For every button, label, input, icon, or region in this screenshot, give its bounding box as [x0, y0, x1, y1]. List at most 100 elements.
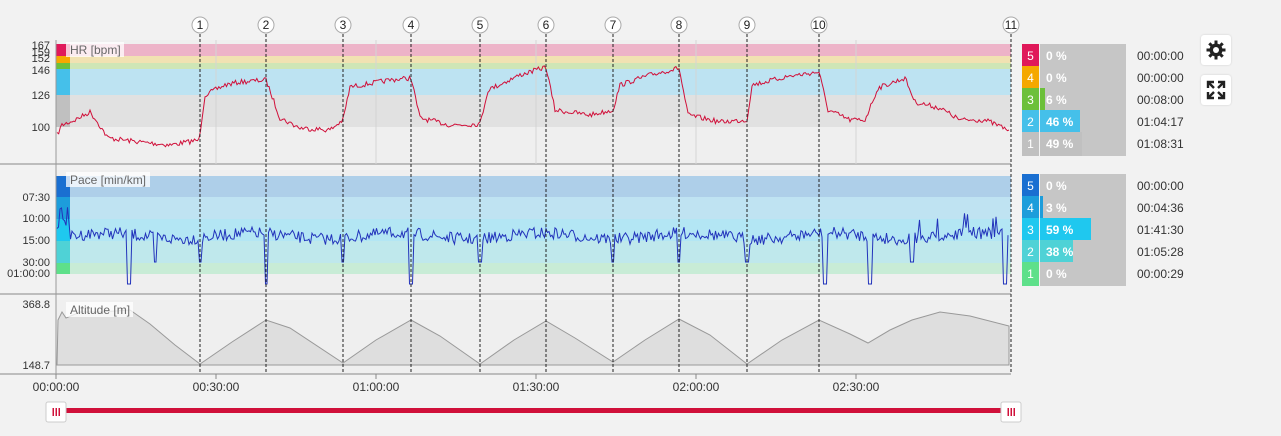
hr-zone-row: 5 0 %	[1022, 44, 1126, 68]
lap-marker	[738, 16, 756, 34]
lap-label: 11	[1005, 18, 1018, 32]
time-axis-label: 02:00:00	[673, 380, 720, 394]
pace-zone-band	[56, 219, 1011, 241]
lap-label: 4	[408, 18, 415, 32]
pace-zone-row: 5 0 %	[1022, 174, 1126, 198]
hr-axis-tick: 159	[32, 47, 50, 59]
hr-zone-band	[56, 44, 1011, 56]
hr-zone-band	[56, 56, 1011, 63]
lap-marker	[1002, 16, 1020, 34]
hr-zone-row: 4 0 %	[1022, 66, 1126, 90]
hr-zone-bar-bg	[1040, 44, 1126, 68]
pace-zone-time: 01:41:30	[1137, 223, 1184, 237]
time-axis-label: 01:00:00	[353, 380, 400, 394]
time-axis: 00:00:00 00:30:00 01:00:00 01:30:00 02:00:00…	[33, 374, 880, 394]
hr-zone-band	[56, 69, 1011, 95]
pace-zone-number: 1	[1022, 262, 1039, 286]
hr-zone-bar-bg	[1040, 88, 1126, 112]
pace-zone-band	[56, 241, 1011, 263]
lap-marker	[402, 16, 420, 34]
time-axis-label: 00:30:00	[193, 380, 240, 394]
hr-axis-tick: 167	[32, 40, 50, 52]
pace-axis-tick: 30:00	[22, 257, 50, 269]
hr-title-bg	[66, 42, 124, 57]
pace-zone-band	[56, 197, 1011, 219]
pace-title-bg	[66, 172, 150, 187]
range-handle-end[interactable]	[1000, 401, 1022, 423]
gear-icon	[1206, 40, 1226, 60]
pace-zone-row: 3 59 %	[1022, 218, 1126, 242]
pace-zone-time: 00:00:00	[1137, 179, 1184, 193]
pace-zone-row: 1 0 %	[1022, 262, 1126, 286]
hr-zone-bar-fill	[1040, 110, 1080, 134]
time-axis-label: 02:30:00	[833, 380, 880, 394]
pace-series-line	[56, 207, 1009, 285]
range-track	[56, 408, 1011, 413]
lap-marker	[334, 16, 352, 34]
hr-panel-title: HR [bpm]	[70, 43, 121, 57]
lap-marker	[191, 16, 209, 34]
range-handle-start[interactable]	[45, 401, 67, 423]
pace-zone-bar-bg	[1040, 174, 1126, 198]
hr-zone-percent: 0 %	[1046, 49, 1067, 63]
lap-marker	[471, 16, 489, 34]
pace-zone-bar-fill	[1040, 240, 1073, 264]
grip-line	[58, 408, 60, 416]
expand-icon	[1206, 80, 1226, 100]
lap-marker	[257, 16, 275, 34]
time-axis-label: 00:00:00	[33, 380, 80, 394]
settings-button[interactable]	[1201, 35, 1231, 65]
pace-zone-number: 4	[1022, 196, 1039, 220]
lap-label: 9	[744, 18, 751, 32]
pace-zone-number: 5	[1022, 174, 1039, 198]
pace-zone-time: 01:05:28	[1137, 245, 1184, 259]
pace-zone-percent: 3 %	[1046, 201, 1067, 215]
hr-zone-number: 1	[1022, 132, 1039, 156]
pace-zone-strip	[56, 241, 70, 263]
pace-zone-row: 4 3 %	[1022, 196, 1126, 220]
hr-zone-band	[56, 95, 1011, 127]
lap-label: 7	[610, 18, 617, 32]
hr-zone-bar-fill	[1040, 132, 1082, 156]
hr-zone-time: 01:04:17	[1137, 115, 1184, 129]
time-range-slider[interactable]	[45, 401, 1022, 423]
fullscreen-button[interactable]	[1201, 75, 1231, 105]
pace-zone-strip	[56, 219, 70, 241]
hr-axis-tick: 100	[32, 122, 50, 134]
grip-line	[1010, 408, 1012, 416]
pace-zone-band	[56, 263, 1011, 274]
altitude-axis-tick: 148.7	[22, 360, 50, 372]
hr-zone-percent: 6 %	[1046, 93, 1067, 107]
pace-zone-bar-fill	[1040, 218, 1091, 242]
grip-line	[1007, 408, 1009, 416]
hr-zone-band	[56, 63, 1011, 69]
lap-markers: 1 2 3 4 5 6 7 8 9 10 11	[191, 16, 1020, 374]
hr-zone-strip	[56, 69, 70, 95]
lap-label: 3	[340, 18, 347, 32]
hr-zone-strip	[56, 63, 70, 69]
pace-panel-title: Pace [min/km]	[70, 173, 146, 187]
hr-zone-number: 5	[1022, 44, 1039, 68]
lap-label: 6	[543, 18, 550, 32]
hr-zone-time: 00:00:00	[1137, 49, 1184, 63]
hr-axis-tick: 152	[32, 53, 50, 65]
pace-zone-bar-bg	[1040, 196, 1126, 220]
lap-marker	[537, 16, 555, 34]
altitude-axis-tick: 368.8	[22, 299, 50, 311]
pace-zone-strip	[56, 263, 70, 274]
hr-zone-number: 4	[1022, 66, 1039, 90]
pace-axis-tick: 01:00:00	[7, 268, 50, 280]
altitude-panel-title: Altitude [m]	[70, 303, 130, 317]
lap-label: 2	[263, 18, 270, 32]
hr-zone-number: 3	[1022, 88, 1039, 112]
pace-zone-time: 00:00:29	[1137, 267, 1184, 281]
hr-zone-time: 01:08:31	[1137, 137, 1184, 151]
pace-zone-bar-bg	[1040, 262, 1126, 286]
lap-marker	[810, 16, 828, 34]
pace-zone-number: 2	[1022, 240, 1039, 264]
lap-label: 10	[812, 18, 826, 32]
pace-zone-percent: 38 %	[1046, 245, 1074, 259]
hr-zone-percent: 46 %	[1046, 115, 1074, 129]
hr-zone-time: 00:00:00	[1137, 71, 1184, 85]
